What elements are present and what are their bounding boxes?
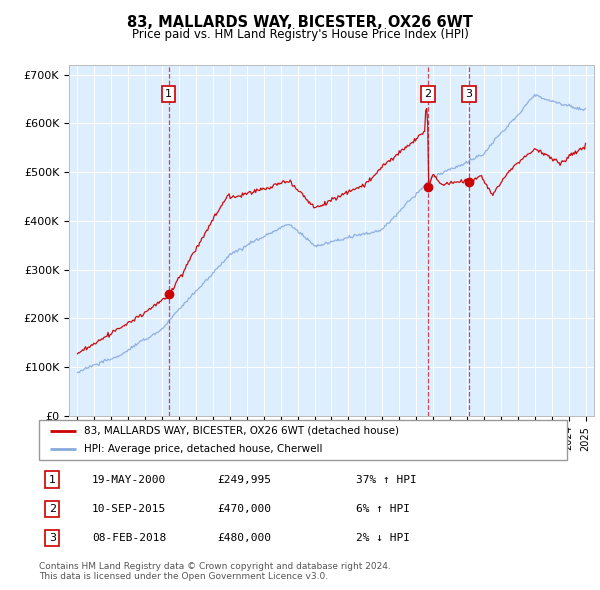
Text: 10-SEP-2015: 10-SEP-2015 (92, 504, 166, 514)
Text: 2% ↓ HPI: 2% ↓ HPI (356, 533, 410, 543)
Text: 83, MALLARDS WAY, BICESTER, OX26 6WT (detached house): 83, MALLARDS WAY, BICESTER, OX26 6WT (de… (84, 426, 399, 436)
Text: 2: 2 (424, 89, 431, 99)
Text: 2: 2 (49, 504, 56, 514)
Text: £470,000: £470,000 (217, 504, 271, 514)
FancyBboxPatch shape (39, 420, 567, 460)
Text: 3: 3 (465, 89, 472, 99)
Text: £480,000: £480,000 (217, 533, 271, 543)
Text: 1: 1 (165, 89, 172, 99)
Text: 83, MALLARDS WAY, BICESTER, OX26 6WT: 83, MALLARDS WAY, BICESTER, OX26 6WT (127, 15, 473, 30)
Text: Price paid vs. HM Land Registry's House Price Index (HPI): Price paid vs. HM Land Registry's House … (131, 28, 469, 41)
Text: 37% ↑ HPI: 37% ↑ HPI (356, 474, 416, 484)
Text: Contains HM Land Registry data © Crown copyright and database right 2024.
This d: Contains HM Land Registry data © Crown c… (39, 562, 391, 581)
Text: 6% ↑ HPI: 6% ↑ HPI (356, 504, 410, 514)
Text: 1: 1 (49, 474, 56, 484)
Text: 19-MAY-2000: 19-MAY-2000 (92, 474, 166, 484)
Text: 3: 3 (49, 533, 56, 543)
Text: 08-FEB-2018: 08-FEB-2018 (92, 533, 166, 543)
Text: HPI: Average price, detached house, Cherwell: HPI: Average price, detached house, Cher… (84, 444, 322, 454)
Text: £249,995: £249,995 (217, 474, 271, 484)
